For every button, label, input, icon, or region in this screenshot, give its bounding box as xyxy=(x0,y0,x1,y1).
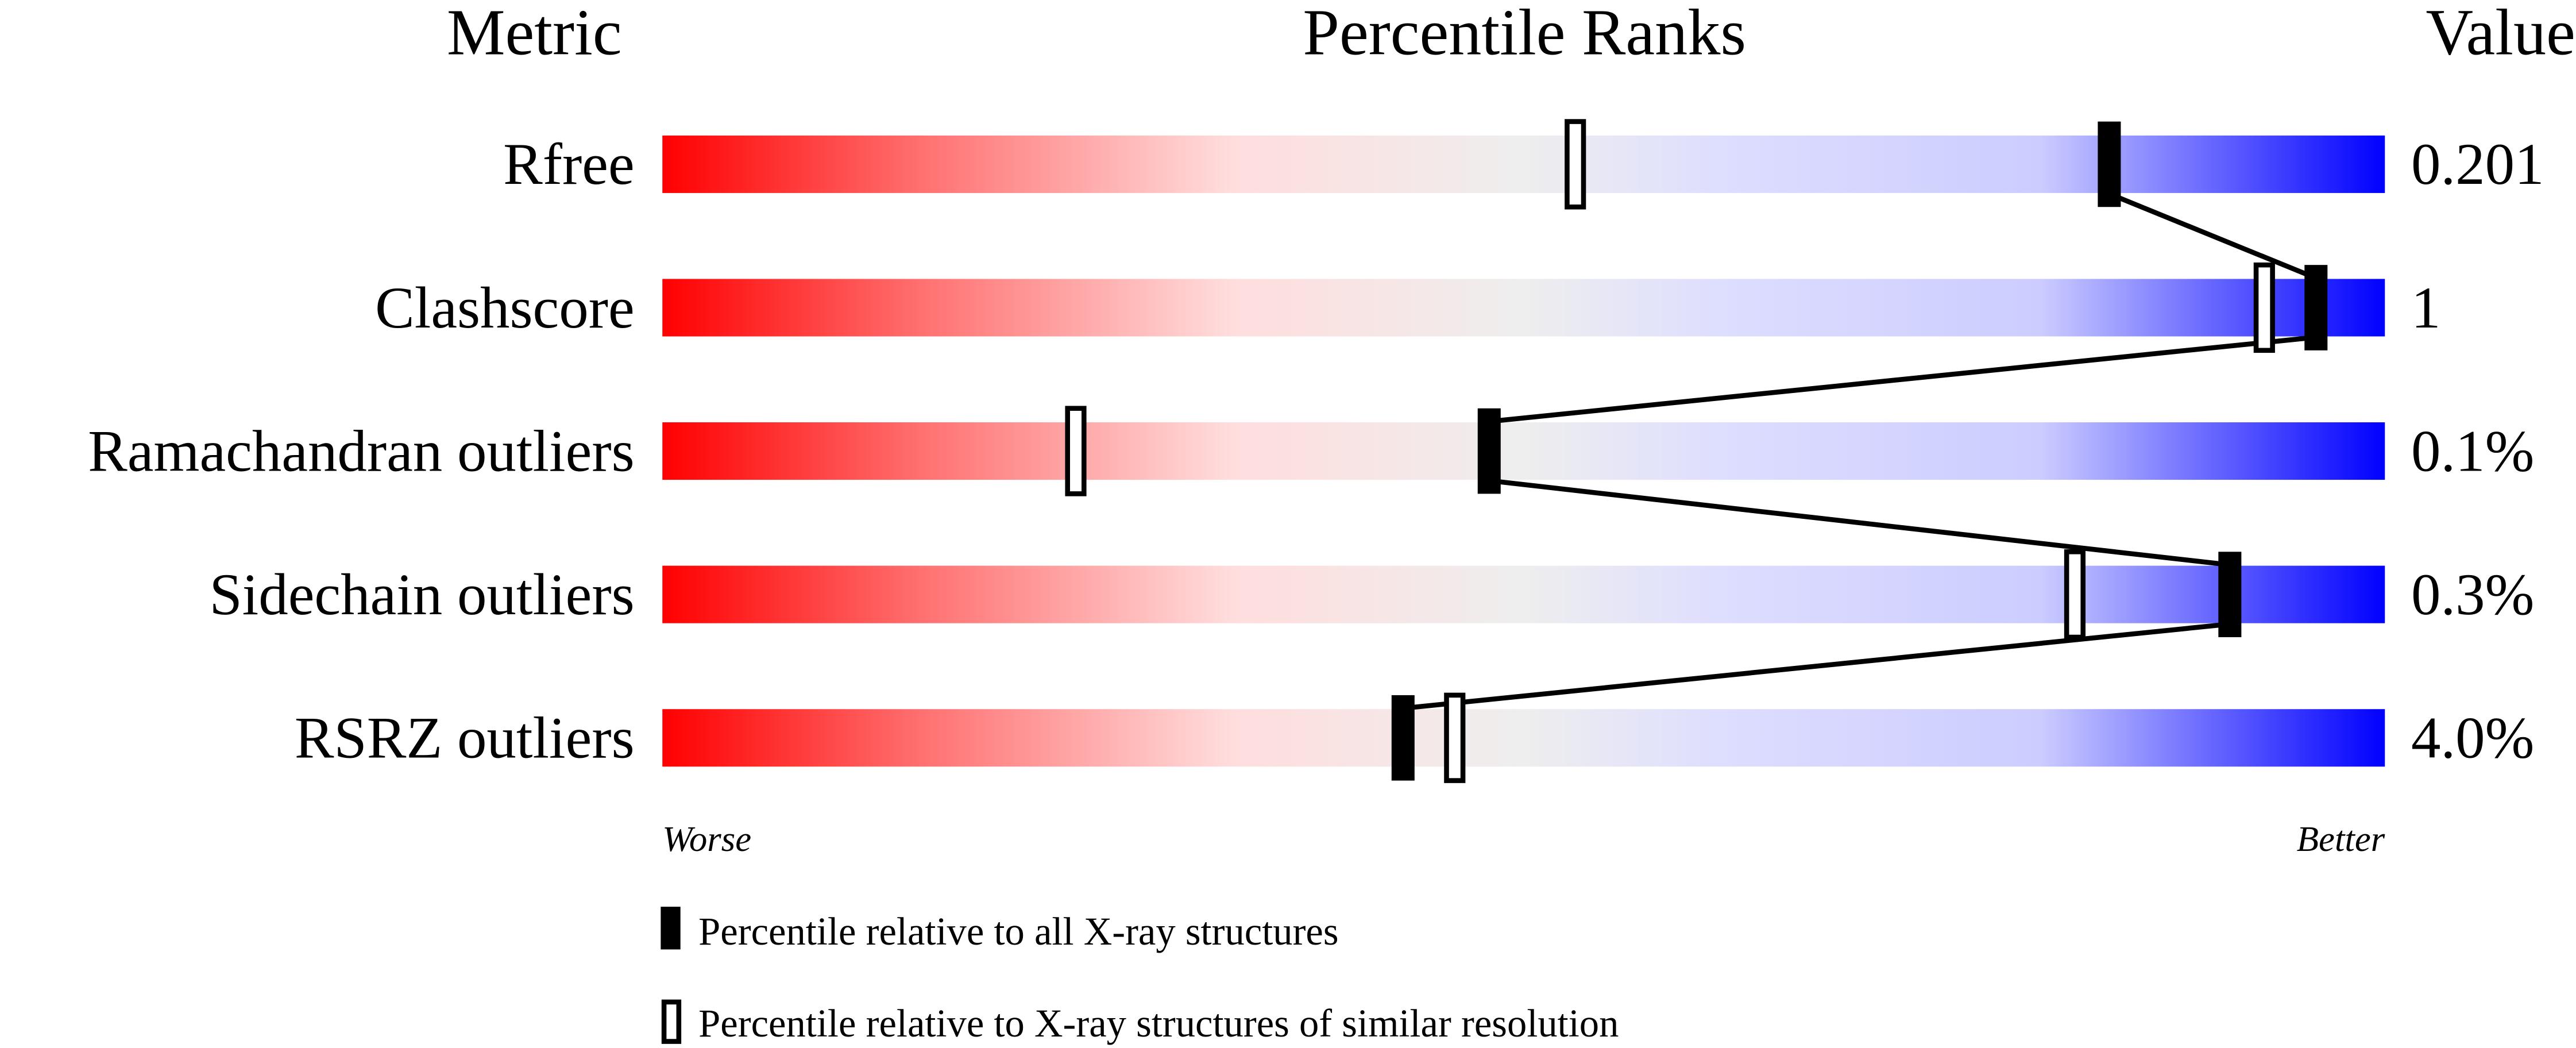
percentile-bar xyxy=(662,422,2385,480)
percentile-bar xyxy=(662,565,2385,623)
all-structures-marker xyxy=(1477,408,1501,494)
similar-resolution-marker xyxy=(2064,549,2086,640)
header-percentile-ranks: Percentile Ranks xyxy=(1303,0,1746,68)
metric-value: 0.1% xyxy=(2411,418,2534,484)
axis-label-better: Better xyxy=(2297,819,2385,859)
all-structures-marker xyxy=(2218,552,2242,637)
all-structures-marker xyxy=(2098,121,2121,207)
metric-value: 0.3% xyxy=(2411,562,2534,627)
metric-label: Rfree xyxy=(503,132,635,197)
percentile-bar xyxy=(662,709,2385,767)
metric-label: Sidechain outliers xyxy=(209,562,634,627)
axis-label-worse: Worse xyxy=(662,819,751,859)
all-structures-marker xyxy=(2304,265,2328,350)
legend-all-marker xyxy=(661,907,681,950)
metric-value: 1 xyxy=(2411,275,2440,341)
all-structures-marker xyxy=(1391,695,1415,781)
metric-label: RSRZ outliers xyxy=(295,706,635,771)
metric-value: 0.201 xyxy=(2411,132,2544,197)
percentile-bar xyxy=(662,135,2385,193)
connector-line xyxy=(1403,621,2230,711)
header-metric: Metric xyxy=(447,0,622,68)
metric-label: Ramachandran outliers xyxy=(88,418,635,484)
similar-resolution-marker xyxy=(2253,262,2275,353)
connector-line xyxy=(2108,191,2317,280)
metric-label: Clashscore xyxy=(375,275,635,341)
connector-line xyxy=(1489,478,2230,568)
connector-line xyxy=(1489,334,2316,424)
similar-resolution-marker xyxy=(1444,692,1466,783)
similar-resolution-marker xyxy=(1565,119,1586,210)
similar-resolution-marker xyxy=(1065,406,1087,496)
legend-similar-label: Percentile relative to X-ray structures … xyxy=(698,1001,1619,1045)
percentile-bar xyxy=(662,279,2385,337)
header-value: Value xyxy=(2426,0,2575,68)
metric-value: 4.0% xyxy=(2411,706,2534,771)
legend-similar-marker xyxy=(661,999,682,1044)
legend-all-label: Percentile relative to all X-ray structu… xyxy=(698,910,1338,953)
